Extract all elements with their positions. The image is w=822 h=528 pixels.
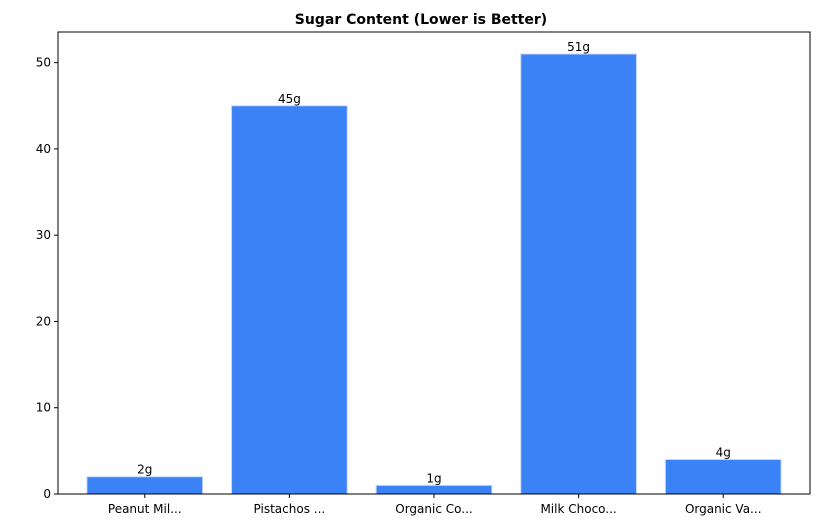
- bar-labels-group: 2g 45g 1g 51g 4g: [137, 40, 731, 485]
- bar-value-label-1: 45g: [278, 92, 301, 106]
- bar-2: [375, 484, 493, 495]
- y-tick-label-0: 0: [43, 487, 51, 501]
- x-axis: Peanut Mil... Pistachos ... Organic Co... M…: [108, 494, 762, 516]
- bar-3: [520, 53, 637, 495]
- y-tick-label-1: 10: [36, 401, 51, 415]
- bar-value-label-4: 4g: [716, 445, 731, 459]
- bar-0: [86, 476, 204, 495]
- bar-1: [231, 105, 348, 495]
- bar-value-label-3: 51g: [567, 40, 590, 54]
- y-axis: 0 10 20 30 40 50: [36, 56, 58, 501]
- x-tick-label-3: Milk Choco...: [540, 502, 616, 516]
- bars-group: [86, 53, 782, 495]
- chart-title: Sugar Content (Lower is Better): [295, 12, 547, 28]
- x-tick-label-2: Organic Co...: [395, 502, 472, 516]
- bar-value-label-0: 2g: [137, 463, 152, 477]
- x-tick-label-4: Organic Va...: [685, 502, 762, 516]
- x-tick-label-1: Pistachos ...: [254, 502, 326, 516]
- bar-4: [664, 458, 782, 495]
- y-tick-label-3: 30: [36, 228, 51, 242]
- bar-value-label-2: 1g: [426, 471, 441, 485]
- y-tick-label-5: 50: [36, 56, 51, 70]
- y-tick-label-4: 40: [36, 142, 51, 156]
- plot-frame: [57, 31, 811, 495]
- y-tick-label-2: 20: [36, 314, 51, 328]
- x-tick-label-0: Peanut Mil...: [108, 502, 182, 516]
